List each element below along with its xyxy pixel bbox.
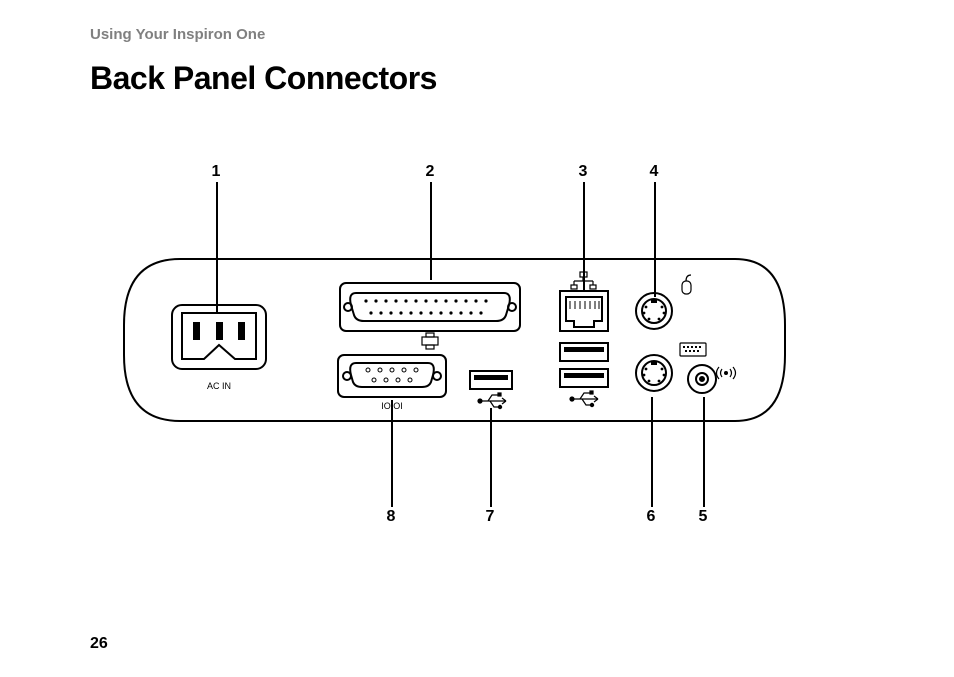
keyboard-icon — [680, 343, 706, 356]
audio-icon — [717, 367, 736, 379]
page-title: Back Panel Connectors — [90, 60, 437, 97]
ac-in-label: AC IN — [207, 381, 231, 391]
back-panel-diagram: AC IN IOIOI — [120, 255, 790, 425]
usb-port-single — [470, 371, 512, 389]
ac-in-connector — [172, 305, 266, 369]
usb-port-lower — [560, 369, 608, 387]
mouse-icon — [682, 275, 691, 294]
callout-4: 4 — [644, 163, 664, 181]
serial-pins — [366, 368, 418, 382]
ps2-pins — [643, 306, 666, 321]
callout-6: 6 — [641, 508, 661, 526]
callout-1: 1 — [206, 163, 226, 181]
callout-2: 2 — [420, 163, 440, 181]
callout-7: 7 — [480, 508, 500, 526]
audio-out-jack — [688, 365, 716, 393]
network-icon — [571, 272, 596, 289]
running-header: Using Your Inspiron One — [90, 26, 265, 43]
serial-port — [338, 355, 446, 397]
serial-label: IOIOI — [381, 401, 403, 411]
ps2-mouse-port — [636, 293, 672, 329]
parallel-pins — [364, 299, 487, 314]
printer-icon — [422, 333, 438, 349]
callout-3: 3 — [573, 163, 593, 181]
callout-5: 5 — [693, 508, 713, 526]
parallel-port — [340, 283, 520, 331]
usb-port-upper — [560, 343, 608, 361]
ps2-keyboard-port — [636, 355, 672, 391]
ethernet-port — [560, 291, 608, 331]
callout-8: 8 — [381, 508, 401, 526]
page-number: 26 — [90, 635, 108, 653]
usb-icon — [570, 391, 598, 407]
usb-icon — [478, 393, 506, 409]
ps2-pins — [643, 368, 666, 383]
